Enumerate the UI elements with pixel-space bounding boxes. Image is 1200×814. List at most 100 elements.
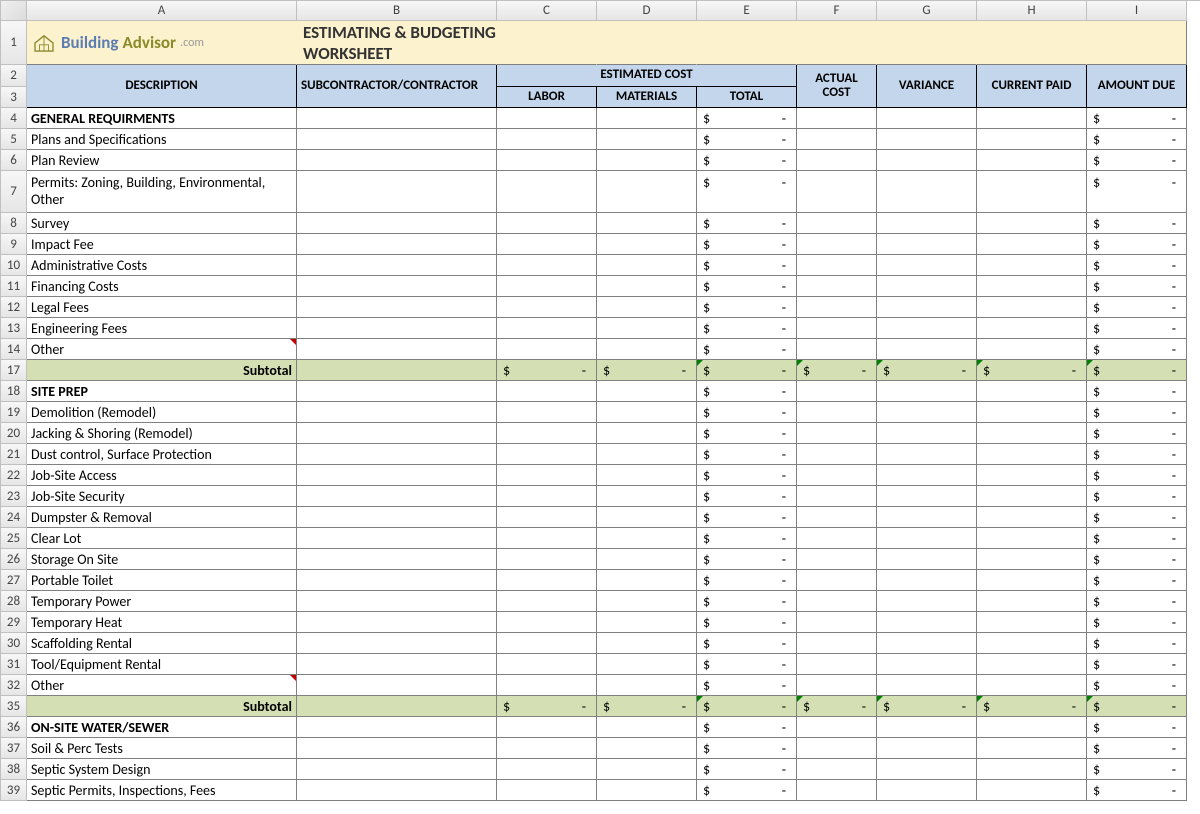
col-header-d[interactable]: D — [597, 1, 697, 21]
cell[interactable] — [497, 654, 597, 675]
cell[interactable] — [497, 738, 597, 759]
cell[interactable] — [597, 780, 697, 801]
cell[interactable] — [977, 171, 1087, 213]
cell[interactable] — [877, 759, 977, 780]
row-header[interactable]: 19 — [1, 402, 27, 423]
row-header[interactable]: 13 — [1, 318, 27, 339]
total-cell[interactable]: $- — [697, 549, 797, 570]
cell[interactable] — [977, 717, 1087, 738]
total-cell[interactable]: $- — [697, 171, 797, 213]
total-cell[interactable]: $- — [697, 276, 797, 297]
cell[interactable] — [877, 234, 977, 255]
cell[interactable] — [497, 612, 597, 633]
cell[interactable] — [797, 654, 877, 675]
title-cell-blank[interactable] — [877, 21, 977, 65]
amount-due-cell[interactable]: $- — [1087, 234, 1187, 255]
total-cell[interactable]: $- — [697, 234, 797, 255]
cell[interactable] — [877, 339, 977, 360]
cell[interactable] — [797, 633, 877, 654]
cell[interactable] — [497, 780, 597, 801]
cell[interactable] — [297, 171, 497, 213]
cell[interactable] — [977, 444, 1087, 465]
cell[interactable] — [797, 465, 877, 486]
cell[interactable] — [977, 591, 1087, 612]
cell[interactable] — [597, 549, 697, 570]
cell[interactable] — [797, 255, 877, 276]
cell[interactable] — [297, 129, 497, 150]
row-header[interactable]: 4 — [1, 108, 27, 129]
amount-due-cell[interactable]: $- — [1087, 150, 1187, 171]
cell[interactable] — [877, 255, 977, 276]
total-cell[interactable]: $- — [697, 381, 797, 402]
description-cell[interactable]: Other — [27, 339, 297, 360]
cell[interactable] — [497, 549, 597, 570]
cell[interactable] — [597, 423, 697, 444]
cell[interactable] — [797, 213, 877, 234]
cell[interactable] — [797, 444, 877, 465]
cell[interactable] — [877, 591, 977, 612]
subtotal-cell[interactable]: $- — [697, 360, 797, 381]
total-cell[interactable]: $- — [697, 675, 797, 696]
cell[interactable] — [977, 339, 1087, 360]
subtotal-label[interactable]: Subtotal — [27, 696, 297, 717]
total-cell[interactable]: $- — [697, 570, 797, 591]
cell[interactable] — [597, 612, 697, 633]
cell[interactable] — [497, 318, 597, 339]
cell[interactable] — [797, 297, 877, 318]
subtotal-cell[interactable]: $- — [797, 360, 877, 381]
cell[interactable] — [597, 633, 697, 654]
cell[interactable] — [597, 654, 697, 675]
cell[interactable] — [297, 234, 497, 255]
cell[interactable] — [497, 171, 597, 213]
cell[interactable] — [797, 549, 877, 570]
cell[interactable] — [297, 276, 497, 297]
row-header[interactable]: 17 — [1, 360, 27, 381]
subtotal-cell[interactable]: $- — [797, 696, 877, 717]
total-cell[interactable]: $- — [697, 507, 797, 528]
total-cell[interactable]: $- — [697, 213, 797, 234]
cell[interactable] — [497, 108, 597, 129]
subtotal-cell[interactable]: $- — [697, 696, 797, 717]
cell[interactable] — [497, 528, 597, 549]
cell[interactable] — [597, 528, 697, 549]
cell[interactable] — [877, 633, 977, 654]
cell[interactable] — [877, 549, 977, 570]
amount-due-cell[interactable]: $- — [1087, 717, 1187, 738]
subtotal-cell[interactable]: $- — [497, 696, 597, 717]
row-header[interactable]: 36 — [1, 717, 27, 738]
cell[interactable] — [797, 780, 877, 801]
title-cell-blank[interactable] — [497, 21, 597, 65]
cell[interactable] — [977, 486, 1087, 507]
cell[interactable] — [877, 780, 977, 801]
row-header[interactable]: 30 — [1, 633, 27, 654]
cell[interactable] — [977, 738, 1087, 759]
col-header-c[interactable]: C — [497, 1, 597, 21]
cell[interactable] — [497, 444, 597, 465]
total-cell[interactable]: $- — [697, 633, 797, 654]
cell[interactable] — [877, 150, 977, 171]
row-header[interactable]: 20 — [1, 423, 27, 444]
total-cell[interactable]: $- — [697, 780, 797, 801]
cell[interactable] — [977, 234, 1087, 255]
description-cell[interactable]: Impact Fee — [27, 234, 297, 255]
row-header[interactable]: 27 — [1, 570, 27, 591]
subtotal-cell[interactable]: $- — [877, 696, 977, 717]
total-cell[interactable]: $- — [697, 297, 797, 318]
description-cell[interactable]: Clear Lot — [27, 528, 297, 549]
amount-due-cell[interactable]: $- — [1087, 129, 1187, 150]
title-cell-blank[interactable] — [977, 21, 1087, 65]
cell[interactable] — [877, 717, 977, 738]
cell[interactable] — [977, 675, 1087, 696]
amount-due-cell[interactable]: $- — [1087, 675, 1187, 696]
cell[interactable] — [797, 486, 877, 507]
cell[interactable] — [977, 654, 1087, 675]
cell[interactable] — [877, 318, 977, 339]
cell[interactable] — [297, 402, 497, 423]
cell[interactable] — [597, 675, 697, 696]
amount-due-cell[interactable]: $- — [1087, 444, 1187, 465]
cell[interactable] — [797, 381, 877, 402]
description-cell[interactable]: GENERAL REQUIRMENTS — [27, 108, 297, 129]
description-cell[interactable]: Job-Site Access — [27, 465, 297, 486]
cell[interactable] — [977, 465, 1087, 486]
col-header-a[interactable]: A — [27, 1, 297, 21]
